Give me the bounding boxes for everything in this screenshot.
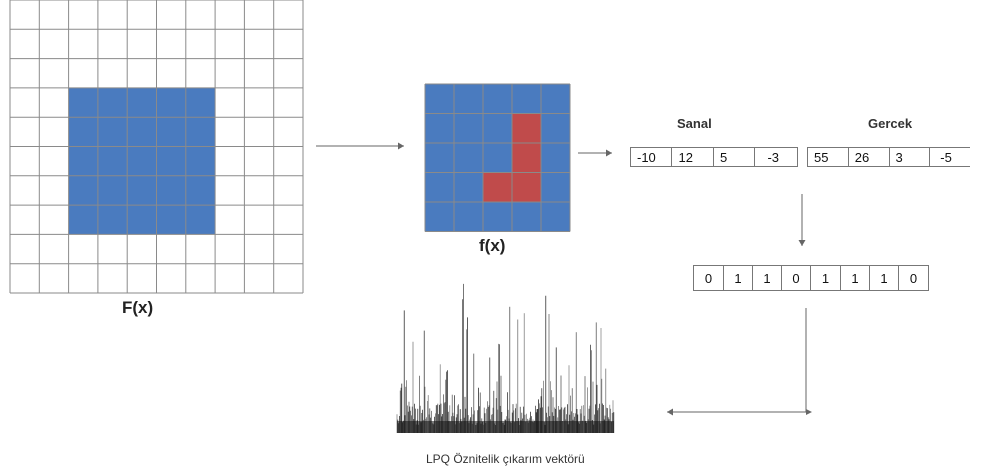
binary-cell: 0 bbox=[782, 266, 811, 290]
imag-cell: 5 bbox=[714, 148, 756, 166]
big-image-grid bbox=[9, 0, 304, 294]
patch-label: f(x) bbox=[479, 236, 506, 255]
real-cell: 26 bbox=[849, 148, 890, 166]
big-image-label: F(x) bbox=[122, 298, 154, 317]
real-header: Gercek bbox=[868, 116, 913, 131]
arrow-to-patch-head bbox=[398, 142, 404, 150]
imag-cell: -3 bbox=[767, 149, 780, 165]
histogram-caption: LPQ Öznitelik çıkarım vektörü bbox=[426, 452, 585, 466]
arrow-to-values-head bbox=[606, 149, 612, 157]
imag-row: -10 12 5 -3 bbox=[630, 147, 798, 167]
imag-cell: -10 bbox=[631, 148, 673, 166]
red-cell bbox=[483, 172, 512, 202]
binary-cell: 1 bbox=[753, 266, 782, 290]
binary-cell: 1 bbox=[870, 266, 899, 290]
binary-cell: 1 bbox=[724, 266, 753, 290]
real-cell: 3 bbox=[890, 148, 931, 166]
lpq-histogram bbox=[396, 283, 615, 433]
histogram-base bbox=[397, 421, 614, 433]
real-row: 55 26 3 -5 bbox=[807, 147, 970, 167]
binary-cell: 1 bbox=[811, 266, 841, 290]
imag-header: Sanal bbox=[677, 116, 712, 131]
red-cell bbox=[512, 113, 541, 202]
binary-cell: 1 bbox=[841, 266, 870, 290]
real-cell: 55 bbox=[808, 148, 849, 166]
binary-cell: 0 bbox=[909, 270, 918, 286]
real-cell: -5 bbox=[940, 149, 952, 165]
patch-grid bbox=[424, 83, 571, 232]
arrow-to-histogram-head bbox=[667, 408, 673, 416]
flow-arrows bbox=[316, 142, 812, 416]
arrow-to-binary-head bbox=[798, 240, 806, 246]
binary-cell: 0 bbox=[694, 266, 724, 290]
patch-fill bbox=[425, 84, 570, 232]
blue-block bbox=[68, 87, 216, 235]
imag-cell: 12 bbox=[672, 148, 714, 166]
arrow-corner-head bbox=[806, 409, 812, 415]
binary-code-row: 0 1 1 0 1 1 1 0 bbox=[693, 265, 929, 291]
